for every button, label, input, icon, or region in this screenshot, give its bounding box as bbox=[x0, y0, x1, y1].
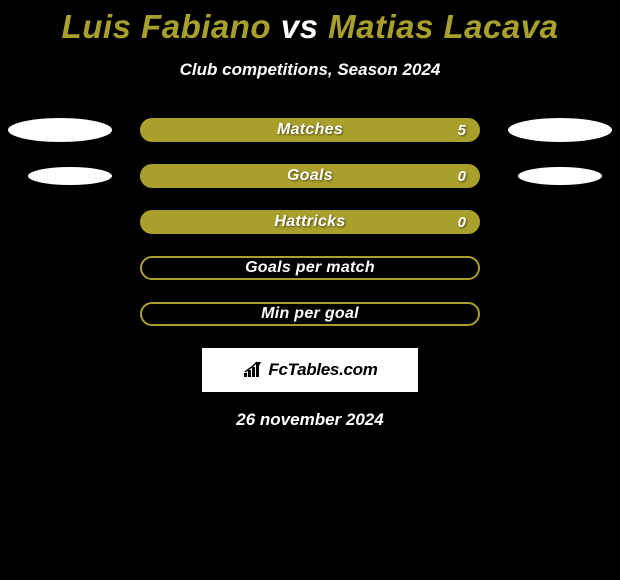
left-ellipse bbox=[28, 167, 112, 185]
right-ellipse bbox=[518, 167, 602, 185]
stat-label: Hattricks bbox=[274, 213, 345, 231]
stat-value: 0 bbox=[458, 214, 466, 231]
stat-value: 0 bbox=[458, 168, 466, 185]
stat-row-gpm: Goals per match bbox=[0, 256, 620, 280]
stat-label: Min per goal bbox=[261, 305, 359, 323]
stat-row-matches: Matches 5 bbox=[0, 118, 620, 142]
right-ellipse bbox=[508, 118, 612, 142]
stat-bar: Goals 0 bbox=[140, 164, 480, 188]
stat-row-mpg: Min per goal bbox=[0, 302, 620, 326]
stat-bar: Hattricks 0 bbox=[140, 210, 480, 234]
site-logo: FcTables.com bbox=[202, 348, 418, 392]
stat-label: Goals per match bbox=[245, 259, 375, 277]
player1-name: Luis Fabiano bbox=[62, 8, 272, 45]
stat-bar: Matches 5 bbox=[140, 118, 480, 142]
logo-text: FcTables.com bbox=[268, 360, 377, 380]
stat-row-goals: Goals 0 bbox=[0, 164, 620, 188]
vs-text: vs bbox=[281, 8, 319, 45]
stat-value: 5 bbox=[458, 122, 466, 139]
stat-label: Goals bbox=[287, 167, 333, 185]
stat-bar: Goals per match bbox=[140, 256, 480, 280]
subtitle: Club competitions, Season 2024 bbox=[0, 60, 620, 80]
date-text: 26 november 2024 bbox=[0, 410, 620, 430]
left-ellipse bbox=[8, 118, 112, 142]
stat-bar: Min per goal bbox=[140, 302, 480, 326]
stat-label: Matches bbox=[277, 121, 343, 139]
player2-name: Matias Lacava bbox=[328, 8, 558, 45]
comparison-title: Luis Fabiano vs Matias Lacava bbox=[0, 0, 620, 46]
stat-rows: Matches 5 Goals 0 Hattricks 0 Goals per … bbox=[0, 118, 620, 326]
chart-icon bbox=[242, 361, 264, 379]
stat-row-hattricks: Hattricks 0 bbox=[0, 210, 620, 234]
